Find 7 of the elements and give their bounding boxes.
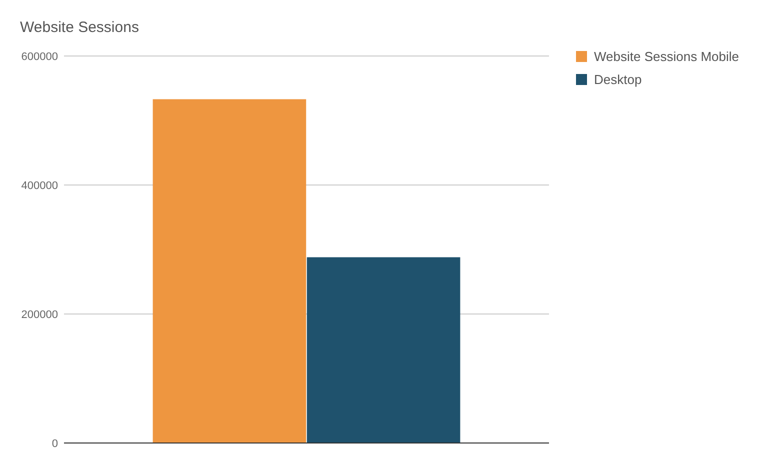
chart-title: Website Sessions (20, 19, 139, 36)
y-tick-label: 400000 (21, 180, 58, 192)
legend-label: Website Sessions Mobile (594, 49, 739, 64)
y-tick-label: 600000 (21, 50, 58, 63)
legend-label: Desktop (594, 72, 642, 87)
y-tick-label: 200000 (21, 308, 58, 321)
y-tick-label: 0 (52, 438, 58, 450)
